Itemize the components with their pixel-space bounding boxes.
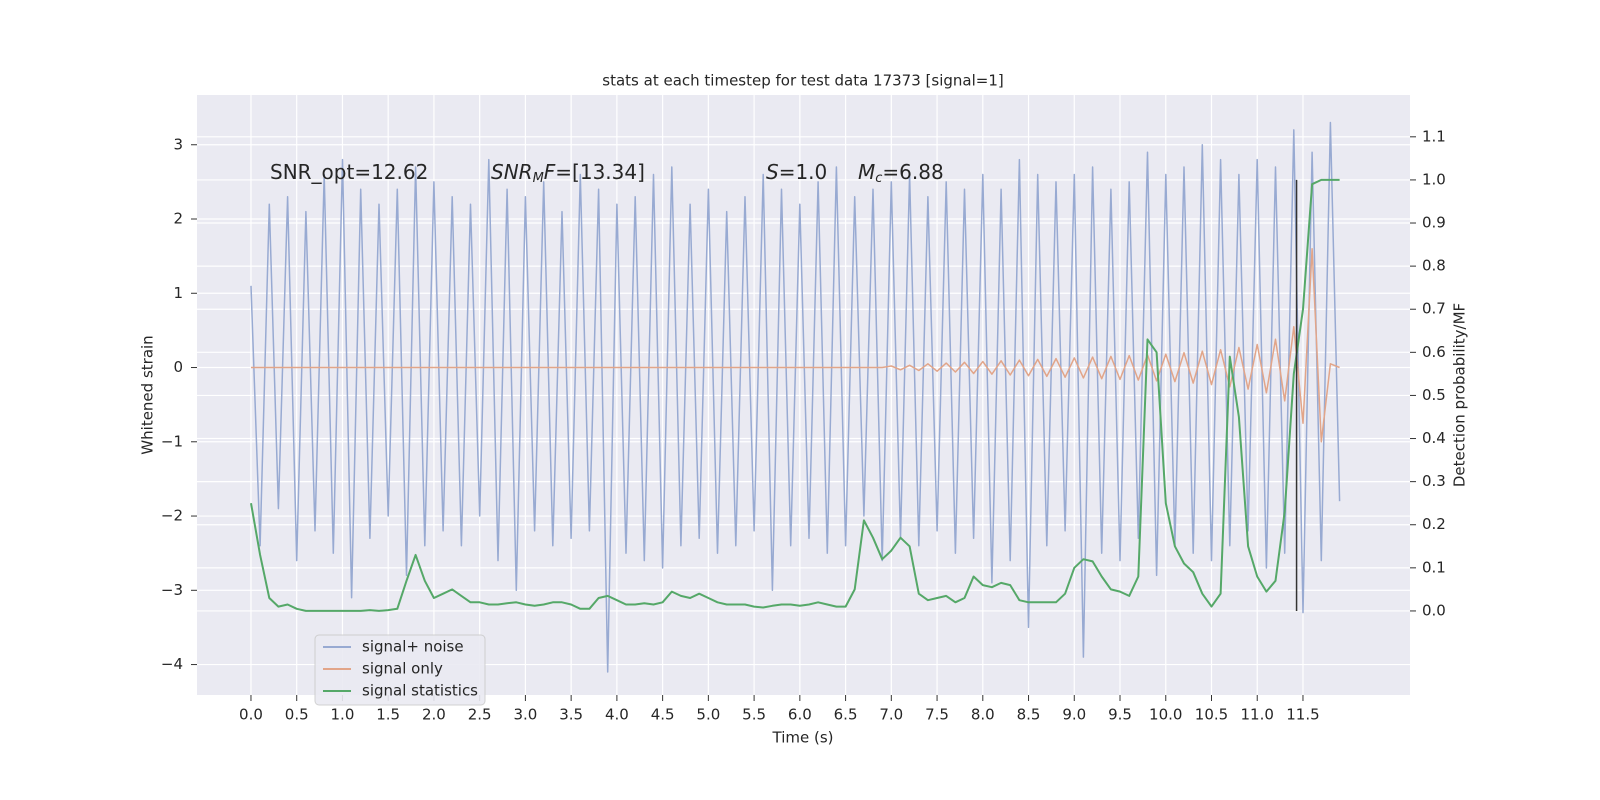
x-tick-label: 8.0 xyxy=(971,706,995,724)
annotation: SNRMF=[13.34] xyxy=(491,160,645,186)
legend-box xyxy=(314,634,486,706)
annotation-text: SNR_opt=12.62 xyxy=(270,160,428,184)
y2-tick-label: 1.0 xyxy=(1422,170,1446,188)
x-tick-label: 10.0 xyxy=(1149,706,1182,724)
annotation-symbol: M xyxy=(858,160,875,184)
y2-tick-label: 0.3 xyxy=(1422,472,1446,490)
x-tick-label: 5.0 xyxy=(696,706,720,724)
series-line xyxy=(250,178,1340,612)
annotation: S=1.0 xyxy=(766,160,827,184)
y-tick-label: −4 xyxy=(161,655,183,673)
y-tick-label: 1 xyxy=(173,284,183,302)
legend-label: signal only xyxy=(362,660,443,678)
y2-tick-label: 0.9 xyxy=(1422,214,1446,232)
x-tick-label: 1.0 xyxy=(331,706,355,724)
y2-tick-label: 0.4 xyxy=(1422,429,1446,447)
x-tick-label: 6.5 xyxy=(834,706,858,724)
y2-tick-label: 0.6 xyxy=(1422,343,1446,361)
x-tick-label: 2.0 xyxy=(422,706,446,724)
annotation: Mc=6.88 xyxy=(858,160,944,186)
y-tick-label: 0 xyxy=(173,358,183,376)
annotation-symbol: S xyxy=(766,160,779,184)
y2-tick-label: 1.1 xyxy=(1422,127,1446,145)
x-tick-label: 11.5 xyxy=(1286,706,1319,724)
labels: 0.0 0.5 1.0 1.5 2.0 2.5 3.0 3.5 4.0 4.5 5.0 5.5 6.0 6… xyxy=(161,127,1446,723)
chart-title: stats at each timestep for test data 173… xyxy=(602,72,1003,90)
x-tick-label: 4.0 xyxy=(605,706,629,724)
x-tick-label: 2.5 xyxy=(468,706,492,724)
y-tick-label: −1 xyxy=(161,432,183,450)
annotation-text: =6.88 xyxy=(882,160,943,184)
marks xyxy=(250,121,1341,673)
x-axis-label: Time (s) xyxy=(772,729,834,747)
y-axis-label: Whitened strain xyxy=(139,335,157,454)
y2-tick-label: 0.1 xyxy=(1422,558,1446,576)
legend-label: signal+ noise xyxy=(362,638,464,656)
annotation-symbol2: F xyxy=(544,160,556,184)
x-tick-label: 4.5 xyxy=(651,706,675,724)
y2-tick-label: 0.8 xyxy=(1422,257,1446,275)
y-tick-label: 2 xyxy=(173,210,183,228)
y2-tick-label: 0.2 xyxy=(1422,515,1446,533)
y-tick-label: 3 xyxy=(173,135,183,153)
x-tick-label: 7.5 xyxy=(925,706,949,724)
annotation-text: =1.0 xyxy=(779,160,828,184)
x-tick-label: 9.5 xyxy=(1108,706,1132,724)
y-tick-label: −3 xyxy=(161,581,183,599)
annotation-symbol: SNR xyxy=(491,160,533,184)
annotation-subscript: c xyxy=(875,171,882,186)
y2-tick-label: 0.7 xyxy=(1422,300,1446,318)
x-tick-label: 10.5 xyxy=(1195,706,1228,724)
x-tick-label: 1.5 xyxy=(376,706,400,724)
y-tick-label: −2 xyxy=(161,507,183,525)
x-tick-label: 9.0 xyxy=(1062,706,1086,724)
annotation-subscript: M xyxy=(533,171,544,186)
x-tick-label: 0.0 xyxy=(239,706,263,724)
x-tick-label: 11.0 xyxy=(1241,706,1274,724)
annotation-text: =[13.34] xyxy=(555,160,645,184)
x-tick-label: 6.0 xyxy=(788,706,812,724)
y2-tick-label: 0.0 xyxy=(1422,601,1446,619)
x-tick-label: 3.0 xyxy=(513,706,537,724)
legend-label: signal statistics xyxy=(362,682,478,700)
y2-axis-label: Detection probability/MF xyxy=(1451,303,1469,487)
x-tick-label: 8.5 xyxy=(1017,706,1041,724)
x-tick-label: 3.5 xyxy=(559,706,583,724)
annotation: SNR_opt=12.62 xyxy=(270,160,428,184)
series-line xyxy=(250,121,1341,673)
x-tick-label: 7.0 xyxy=(879,706,903,724)
x-tick-label: 0.5 xyxy=(285,706,309,724)
x-tick-label: 5.5 xyxy=(742,706,766,724)
y2-tick-label: 0.5 xyxy=(1422,386,1446,404)
